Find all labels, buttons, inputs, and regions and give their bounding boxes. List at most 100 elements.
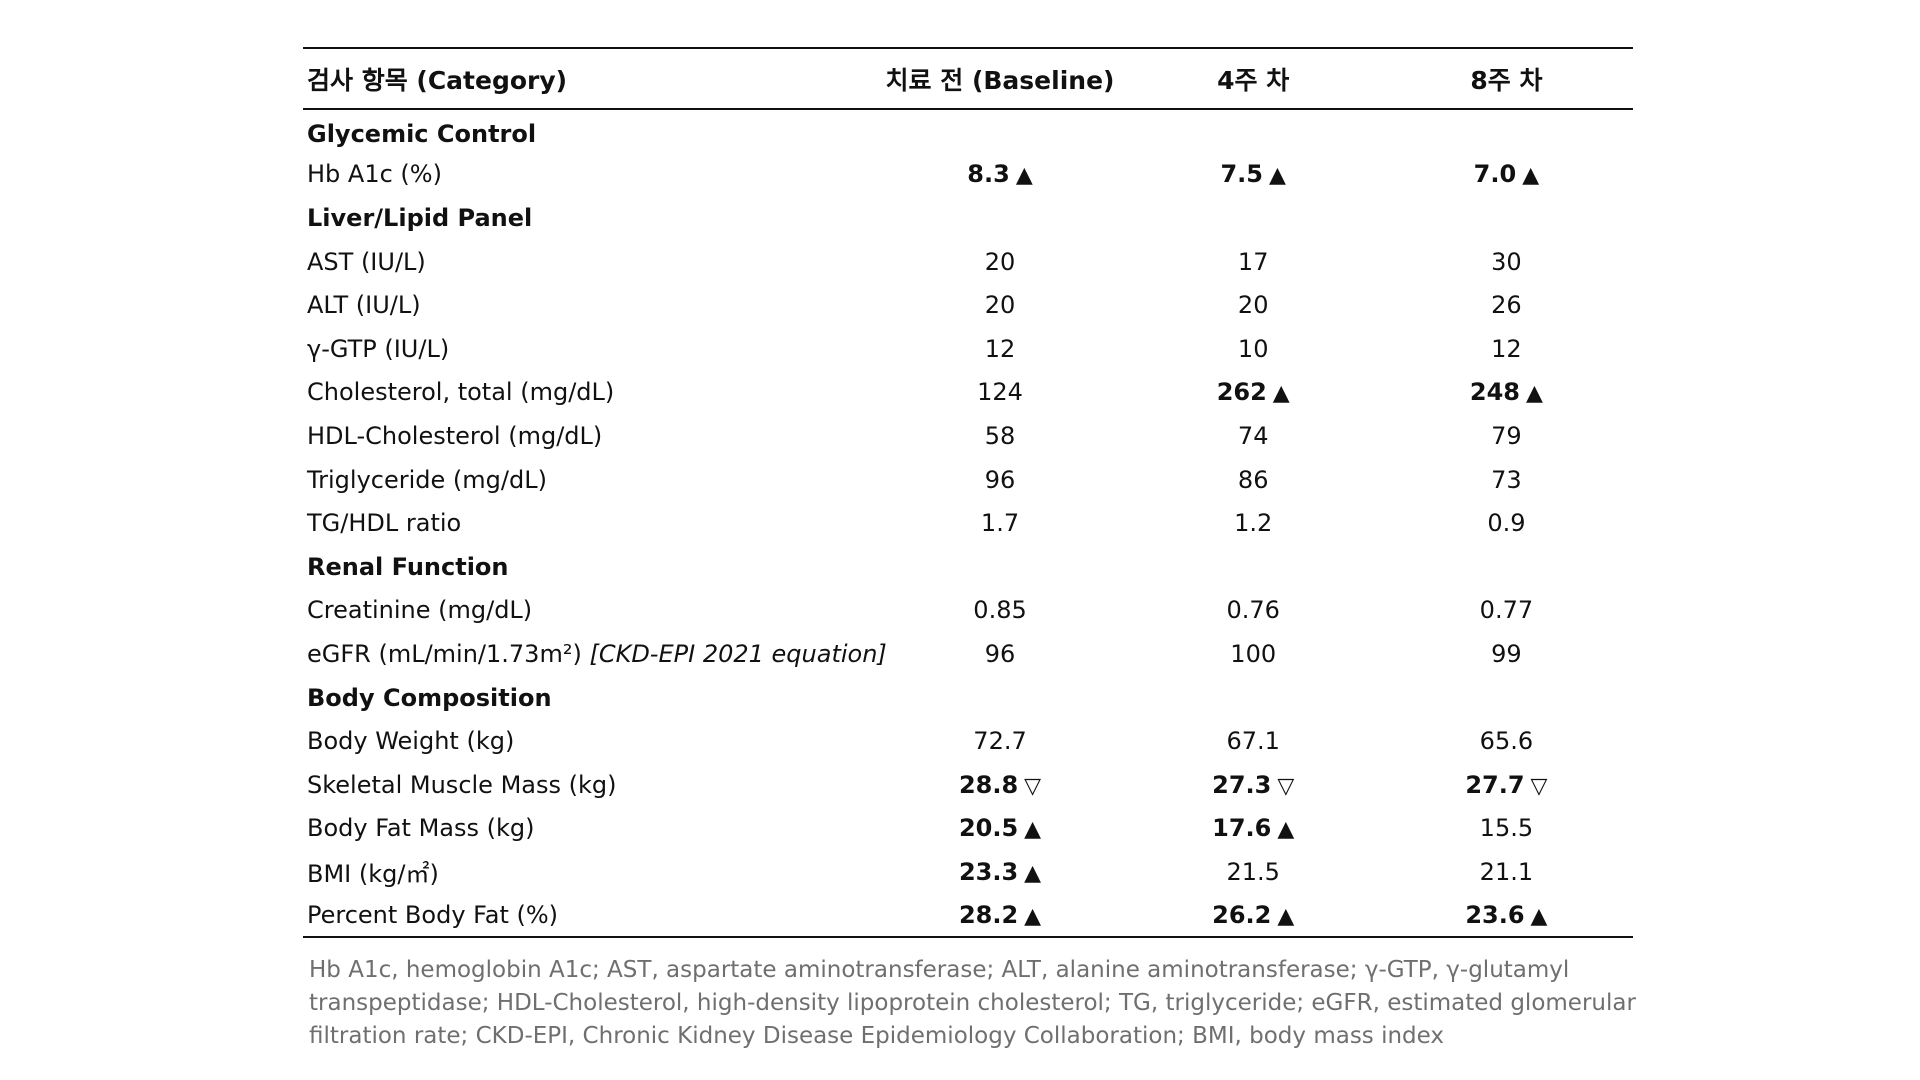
cell-percent-body-fat-week4: 26.2 ▲ xyxy=(1126,893,1380,939)
row-label-hba1c: Hb A1c (%) xyxy=(307,160,442,189)
cell-ggtp-baseline: 12 xyxy=(984,334,1016,363)
table-row-triglyceride: Triglyceride (mg/dL) 96 86 73 xyxy=(303,458,1633,502)
table-row-skeletal-muscle: Skeletal Muscle Mass (kg) 28.8 ▽ 27.3 ▽ 27… xyxy=(303,763,1633,807)
down-triangle-outline-icon: ▽ xyxy=(1277,773,1295,799)
cell-skeletal-muscle-week4: 27.3 ▽ xyxy=(1127,763,1380,807)
table-row-hdl: HDL-Cholesterol (mg/dL) 58 74 79 xyxy=(303,414,1633,458)
row-label-hdl: HDL-Cholesterol (mg/dL) xyxy=(307,421,603,450)
up-triangle-icon: ▲ xyxy=(1024,903,1042,929)
row-label-egfr: eGFR (mL/min/1.73m²) [CKD-EPI 2021 equat… xyxy=(303,632,887,676)
header-week4: 4주 차 xyxy=(1126,47,1380,110)
down-triangle-outline-icon: ▽ xyxy=(1530,773,1548,799)
row-label-cholesterol: Cholesterol, total (mg/dL) xyxy=(307,378,615,407)
up-triangle-icon: ▲ xyxy=(1269,163,1286,189)
cell-tg-hdl-ratio-week8: 0.9 xyxy=(1487,509,1526,538)
cell-percent-body-fat-week8: 23.6 ▲ xyxy=(1379,893,1633,939)
cell-body-weight-week4: 67.1 xyxy=(1226,727,1280,756)
cell-cholesterol-baseline: 124 xyxy=(977,378,1023,407)
cell-hba1c-week4: 7.5 ▲ xyxy=(1127,153,1380,197)
row-label-body-weight: Body Weight (kg) xyxy=(307,727,515,756)
row-label-tg-hdl-ratio: TG/HDL ratio xyxy=(307,509,462,538)
cell-hba1c-baseline: 8.3 ▲ xyxy=(873,153,1126,197)
table-body: Glycemic Control Hb A1c (%) 8.3 ▲ 7.5 ▲ 7.… xyxy=(303,109,1633,939)
table-footnote: Hb A1c, hemoglobin A1c; AST, aspartate a… xyxy=(309,957,1636,1049)
table-row-hba1c: Hb A1c (%) 8.3 ▲ 7.5 ▲ 7.0 ▲ xyxy=(303,153,1633,197)
table-row-tg-hdl-ratio: TG/HDL ratio 1.7 1.2 0.9 xyxy=(303,501,1633,545)
cell-alt-week8: 26 xyxy=(1491,291,1522,320)
header-row: 검사 항목 (Category) 치료 전 (Baseline) 4주 차 8주… xyxy=(303,47,1633,110)
cell-triglyceride-week4: 86 xyxy=(1237,465,1269,494)
table-row-ast: AST (IU/L) 20 17 30 xyxy=(303,240,1633,284)
value: 7.0 xyxy=(1473,160,1517,189)
cell-body-fat-mass-week4: 17.6 ▲ xyxy=(1127,807,1380,851)
cell-ggtp-week8: 12 xyxy=(1491,334,1522,363)
cell-cholesterol-week4: 262 ▲ xyxy=(1127,371,1380,415)
cell-ast-week4: 17 xyxy=(1237,247,1269,276)
cell-hba1c-week8: 7.0 ▲ xyxy=(1380,153,1633,197)
row-label-triglyceride: Triglyceride (mg/dL) xyxy=(307,465,547,494)
egfr-equation-note: [CKD-EPI 2021 equation] xyxy=(589,639,887,668)
cell-bmi-baseline: 23.3 ▲ xyxy=(873,850,1126,894)
value: 23.3 xyxy=(958,857,1019,886)
up-triangle-icon: ▲ xyxy=(1277,817,1295,843)
cell-tg-hdl-ratio-week4: 1.2 xyxy=(1234,509,1273,538)
cell-creatinine-week4: 0.76 xyxy=(1226,596,1280,625)
section-title-renal: Renal Function xyxy=(307,552,509,581)
table-row-creatinine: Creatinine (mg/dL) 0.85 0.76 0.77 xyxy=(303,589,1633,633)
table-row-egfr: eGFR (mL/min/1.73m²) [CKD-EPI 2021 equat… xyxy=(303,632,1633,676)
table-row-ggtp: γ-GTP (IU/L) 12 10 12 xyxy=(303,327,1633,371)
cell-creatinine-week8: 0.77 xyxy=(1479,596,1534,625)
value: 27.7 xyxy=(1465,770,1525,799)
header-baseline: 치료 전 (Baseline) xyxy=(873,47,1127,110)
cell-hdl-week8: 79 xyxy=(1491,421,1522,450)
row-label-creatinine: Creatinine (mg/dL) xyxy=(307,596,533,625)
row-label-skeletal-muscle: Skeletal Muscle Mass (kg) xyxy=(307,770,617,799)
up-triangle-icon: ▲ xyxy=(1525,381,1543,407)
cell-triglyceride-baseline: 96 xyxy=(984,465,1016,494)
value: 262 xyxy=(1216,378,1267,407)
value: 27.3 xyxy=(1212,770,1272,799)
up-triangle-icon: ▲ xyxy=(1277,903,1295,929)
lab-results-table: 검사 항목 (Category) 치료 전 (Baseline) 4주 차 8주… xyxy=(303,47,1633,939)
cell-ast-week8: 30 xyxy=(1491,247,1522,276)
row-label-alt: ALT (IU/L) xyxy=(307,291,421,320)
up-triangle-icon: ▲ xyxy=(1015,163,1033,189)
header-category: 검사 항목 (Category) xyxy=(303,47,874,110)
cell-body-weight-baseline: 72.7 xyxy=(973,727,1027,756)
value: 28.2 xyxy=(958,900,1019,929)
up-triangle-icon: ▲ xyxy=(1024,860,1042,886)
cell-egfr-week4: 100 xyxy=(1230,639,1277,668)
cell-body-fat-mass-week8: 15.5 xyxy=(1479,814,1534,843)
cell-body-fat-mass-baseline: 20.5 ▲ xyxy=(873,807,1126,851)
down-triangle-outline-icon: ▽ xyxy=(1024,773,1042,799)
cell-egfr-baseline: 96 xyxy=(984,639,1016,668)
cell-egfr-week8: 99 xyxy=(1491,639,1522,668)
value: 23.6 xyxy=(1465,900,1525,929)
cell-bmi-week4: 21.5 xyxy=(1226,857,1280,886)
value: 20.5 xyxy=(958,814,1019,843)
section-title-liver: Liver/Lipid Panel xyxy=(307,203,533,232)
table-row-body-fat-mass: Body Fat Mass (kg) 20.5 ▲ 17.6 ▲ 15.5 xyxy=(303,807,1633,851)
section-row-glycemic: Glycemic Control xyxy=(303,109,1633,153)
cell-percent-body-fat-baseline: 28.2 ▲ xyxy=(873,893,1127,939)
cell-skeletal-muscle-week8: 27.7 ▽ xyxy=(1380,763,1633,807)
cell-cholesterol-week8: 248 ▲ xyxy=(1380,371,1633,415)
value: 8.3 xyxy=(967,160,1010,189)
value: 7.5 xyxy=(1220,160,1263,189)
row-label-ggtp: γ-GTP (IU/L) xyxy=(307,334,450,363)
section-row-renal: Renal Function xyxy=(303,545,1633,589)
cell-ggtp-week4: 10 xyxy=(1237,334,1269,363)
cell-ast-baseline: 20 xyxy=(984,247,1016,276)
cell-skeletal-muscle-baseline: 28.8 ▽ xyxy=(873,763,1126,807)
table-row-alt: ALT (IU/L) 20 20 26 xyxy=(303,283,1633,327)
row-label-percent-body-fat: Percent Body Fat (%) xyxy=(303,893,874,939)
row-label-ast: AST (IU/L) xyxy=(307,247,426,276)
section-title-glycemic: Glycemic Control xyxy=(307,120,537,149)
value: 17.6 xyxy=(1212,814,1272,843)
up-triangle-icon: ▲ xyxy=(1272,381,1290,407)
table-row-bmi: BMI (kg/㎡) 23.3 ▲ 21.5 21.1 xyxy=(303,850,1633,894)
section-row-body: Body Composition xyxy=(303,676,1633,720)
up-triangle-icon: ▲ xyxy=(1530,903,1548,929)
row-label-bmi: BMI (kg/㎡) xyxy=(307,860,439,889)
header-week8: 8주 차 xyxy=(1379,47,1633,110)
